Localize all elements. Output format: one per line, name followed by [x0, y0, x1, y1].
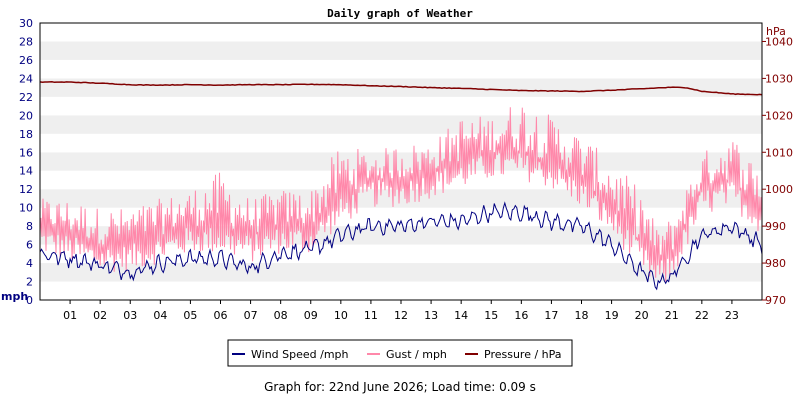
x-tick-label: 18 [575, 309, 589, 322]
right-axis-ticks: 970 980 990 1000 1010 1020 1030 1040 [762, 35, 793, 307]
x-tick-label: 08 [274, 309, 288, 322]
x-axis-ticks: 01 02 03 04 05 06 07 08 09 10 11 12 13 14 15 16 17 18 19 20… [63, 300, 739, 322]
left-tick-label: 28 [19, 35, 33, 48]
x-tick-label: 22 [695, 309, 709, 322]
x-tick-label: 02 [93, 309, 107, 322]
right-tick-label: 1020 [765, 109, 793, 122]
wind-speed-series [39, 201, 763, 291]
chart-title: Daily graph of Weather [327, 7, 473, 20]
x-tick-label: 05 [183, 309, 197, 322]
plot-background-bands [40, 23, 762, 300]
right-tick-label: 970 [765, 294, 786, 307]
x-tick-label: 14 [454, 309, 468, 322]
x-tick-label: 17 [544, 309, 558, 322]
right-tick-label: 980 [765, 257, 786, 270]
left-tick-label: 2 [26, 276, 33, 289]
x-tick-label: 09 [304, 309, 318, 322]
grid-band [40, 244, 762, 264]
grid-band [40, 152, 762, 171]
left-tick-label: 16 [19, 146, 33, 159]
grid-band [40, 96, 762, 116]
x-tick-label: 13 [424, 309, 438, 322]
left-tick-label: 22 [19, 91, 33, 104]
grid-band [40, 23, 762, 42]
x-tick-label: 23 [725, 309, 739, 322]
x-tick-label: 19 [605, 309, 619, 322]
grid-band [40, 59, 762, 79]
right-tick-label: 990 [765, 220, 786, 233]
left-tick-label: 18 [19, 128, 33, 141]
left-axis-label: mph [1, 290, 28, 303]
left-tick-label: 24 [19, 72, 33, 85]
left-tick-label: 14 [19, 165, 33, 178]
x-tick-label: 12 [394, 309, 408, 322]
gust-line [39, 107, 763, 282]
grid-band [40, 207, 762, 227]
grid-band [40, 41, 762, 60]
left-tick-label: 8 [26, 220, 33, 233]
legend-label-pressure: Pressure / hPa [484, 348, 562, 361]
grid-band [40, 115, 762, 134]
left-tick-label: 4 [26, 257, 33, 270]
left-tick-label: 10 [19, 202, 33, 215]
right-tick-label: 1010 [765, 146, 793, 159]
grid-band [40, 263, 762, 282]
left-tick-label: 0 [26, 294, 33, 307]
x-tick-label: 03 [123, 309, 137, 322]
right-tick-label: 1030 [765, 72, 793, 85]
grid-band [40, 78, 762, 97]
x-tick-label: 01 [63, 309, 77, 322]
right-tick-label: 1040 [765, 35, 793, 48]
pressure-line [39, 81, 763, 96]
pressure-series [39, 81, 763, 96]
x-tick-label: 10 [334, 309, 348, 322]
left-tick-label: 30 [19, 17, 33, 30]
x-tick-label: 06 [214, 309, 228, 322]
left-tick-label: 6 [26, 239, 33, 252]
x-tick-label: 16 [514, 309, 528, 322]
legend-box [227, 339, 573, 367]
right-axis-label: hPa [766, 25, 786, 38]
x-tick-label: 20 [635, 309, 649, 322]
footer-status: Graph for: 22nd June 2026; Load time: 0.… [264, 380, 536, 394]
grid-band [40, 189, 762, 208]
x-tick-label: 04 [153, 309, 167, 322]
wind-speed-line [39, 201, 763, 291]
x-tick-label: 07 [244, 309, 258, 322]
x-tick-label: 21 [665, 309, 679, 322]
legend-label-wind: Wind Speed /mph [251, 348, 349, 361]
legend-label-gust: Gust / mph [386, 348, 447, 361]
left-tick-label: 26 [19, 54, 33, 67]
gust-series [39, 107, 763, 282]
grid-band [40, 133, 762, 153]
left-tick-label: 20 [19, 109, 33, 122]
legend: Wind Speed /mph Gust / mph Pressure / hP… [227, 339, 573, 367]
left-tick-label: 12 [19, 183, 33, 196]
x-tick-label: 15 [484, 309, 498, 322]
right-tick-label: 1000 [765, 183, 793, 196]
x-tick-label: 11 [364, 309, 378, 322]
grid-band [40, 281, 762, 300]
